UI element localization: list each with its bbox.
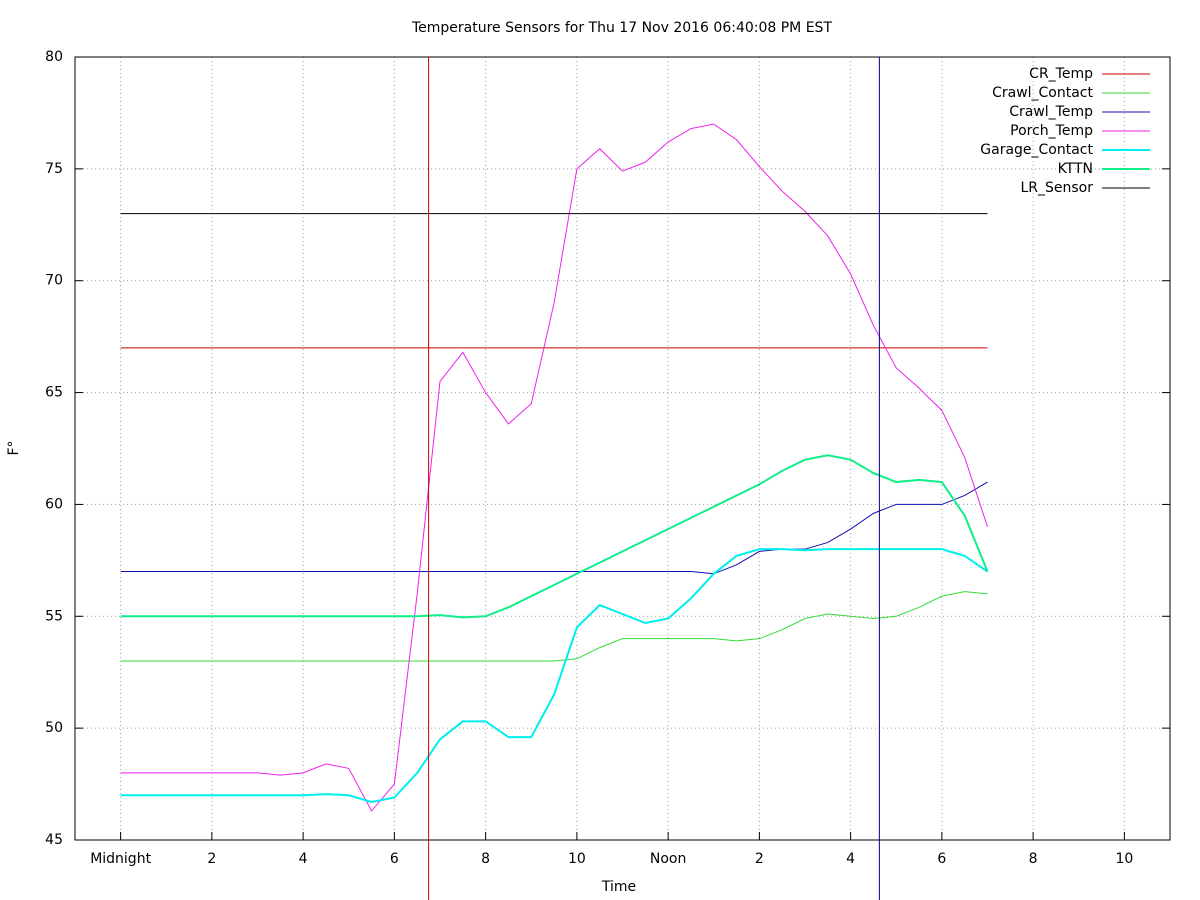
y-tick-label: 55 — [45, 608, 63, 624]
x-tick-label: 6 — [937, 851, 946, 867]
y-tick-label: 45 — [45, 832, 63, 848]
series-line — [120, 123, 988, 812]
y-axis-label: F° — [6, 440, 22, 455]
plot-frame — [74, 56, 1171, 841]
x-tick-label: 6 — [390, 851, 399, 867]
x-tick-label: 8 — [481, 851, 490, 867]
y-tick-label: 70 — [45, 273, 63, 289]
legend-label: Porch_Temp — [1010, 123, 1093, 139]
x-tick-label: 10 — [1115, 851, 1133, 867]
y-tick-label: 60 — [45, 496, 63, 512]
series-line — [120, 591, 988, 662]
x-tick-label: 10 — [568, 851, 586, 867]
x-axis-label: Time — [601, 879, 636, 895]
legend-label: Garage_Contact — [980, 142, 1093, 158]
x-tick-label: Noon — [650, 851, 686, 867]
series-line — [120, 454, 989, 619]
x-tick-label: 2 — [207, 851, 216, 867]
y-tick-label: 75 — [45, 161, 63, 177]
x-tick-label: 4 — [299, 851, 308, 867]
y-tick-label: 50 — [45, 720, 63, 736]
legend-label: Crawl_Contact — [992, 85, 1093, 101]
legend-label: KTTN — [1058, 161, 1093, 177]
x-tick-label: 2 — [755, 851, 764, 867]
series-line — [120, 548, 989, 803]
x-tick-label: 4 — [846, 851, 855, 867]
x-tick-label: Midnight — [90, 851, 151, 867]
legend-label: LR_Sensor — [1020, 180, 1093, 196]
y-tick-label: 65 — [45, 385, 63, 401]
y-tick-label: 80 — [45, 49, 63, 65]
series-line — [120, 481, 988, 575]
legend-label: Crawl_Temp — [1009, 104, 1093, 120]
x-tick-label: 8 — [1029, 851, 1038, 867]
chart-title: Temperature Sensors for Thu 17 Nov 2016 … — [411, 20, 832, 36]
legend-label: CR_Temp — [1029, 66, 1093, 82]
